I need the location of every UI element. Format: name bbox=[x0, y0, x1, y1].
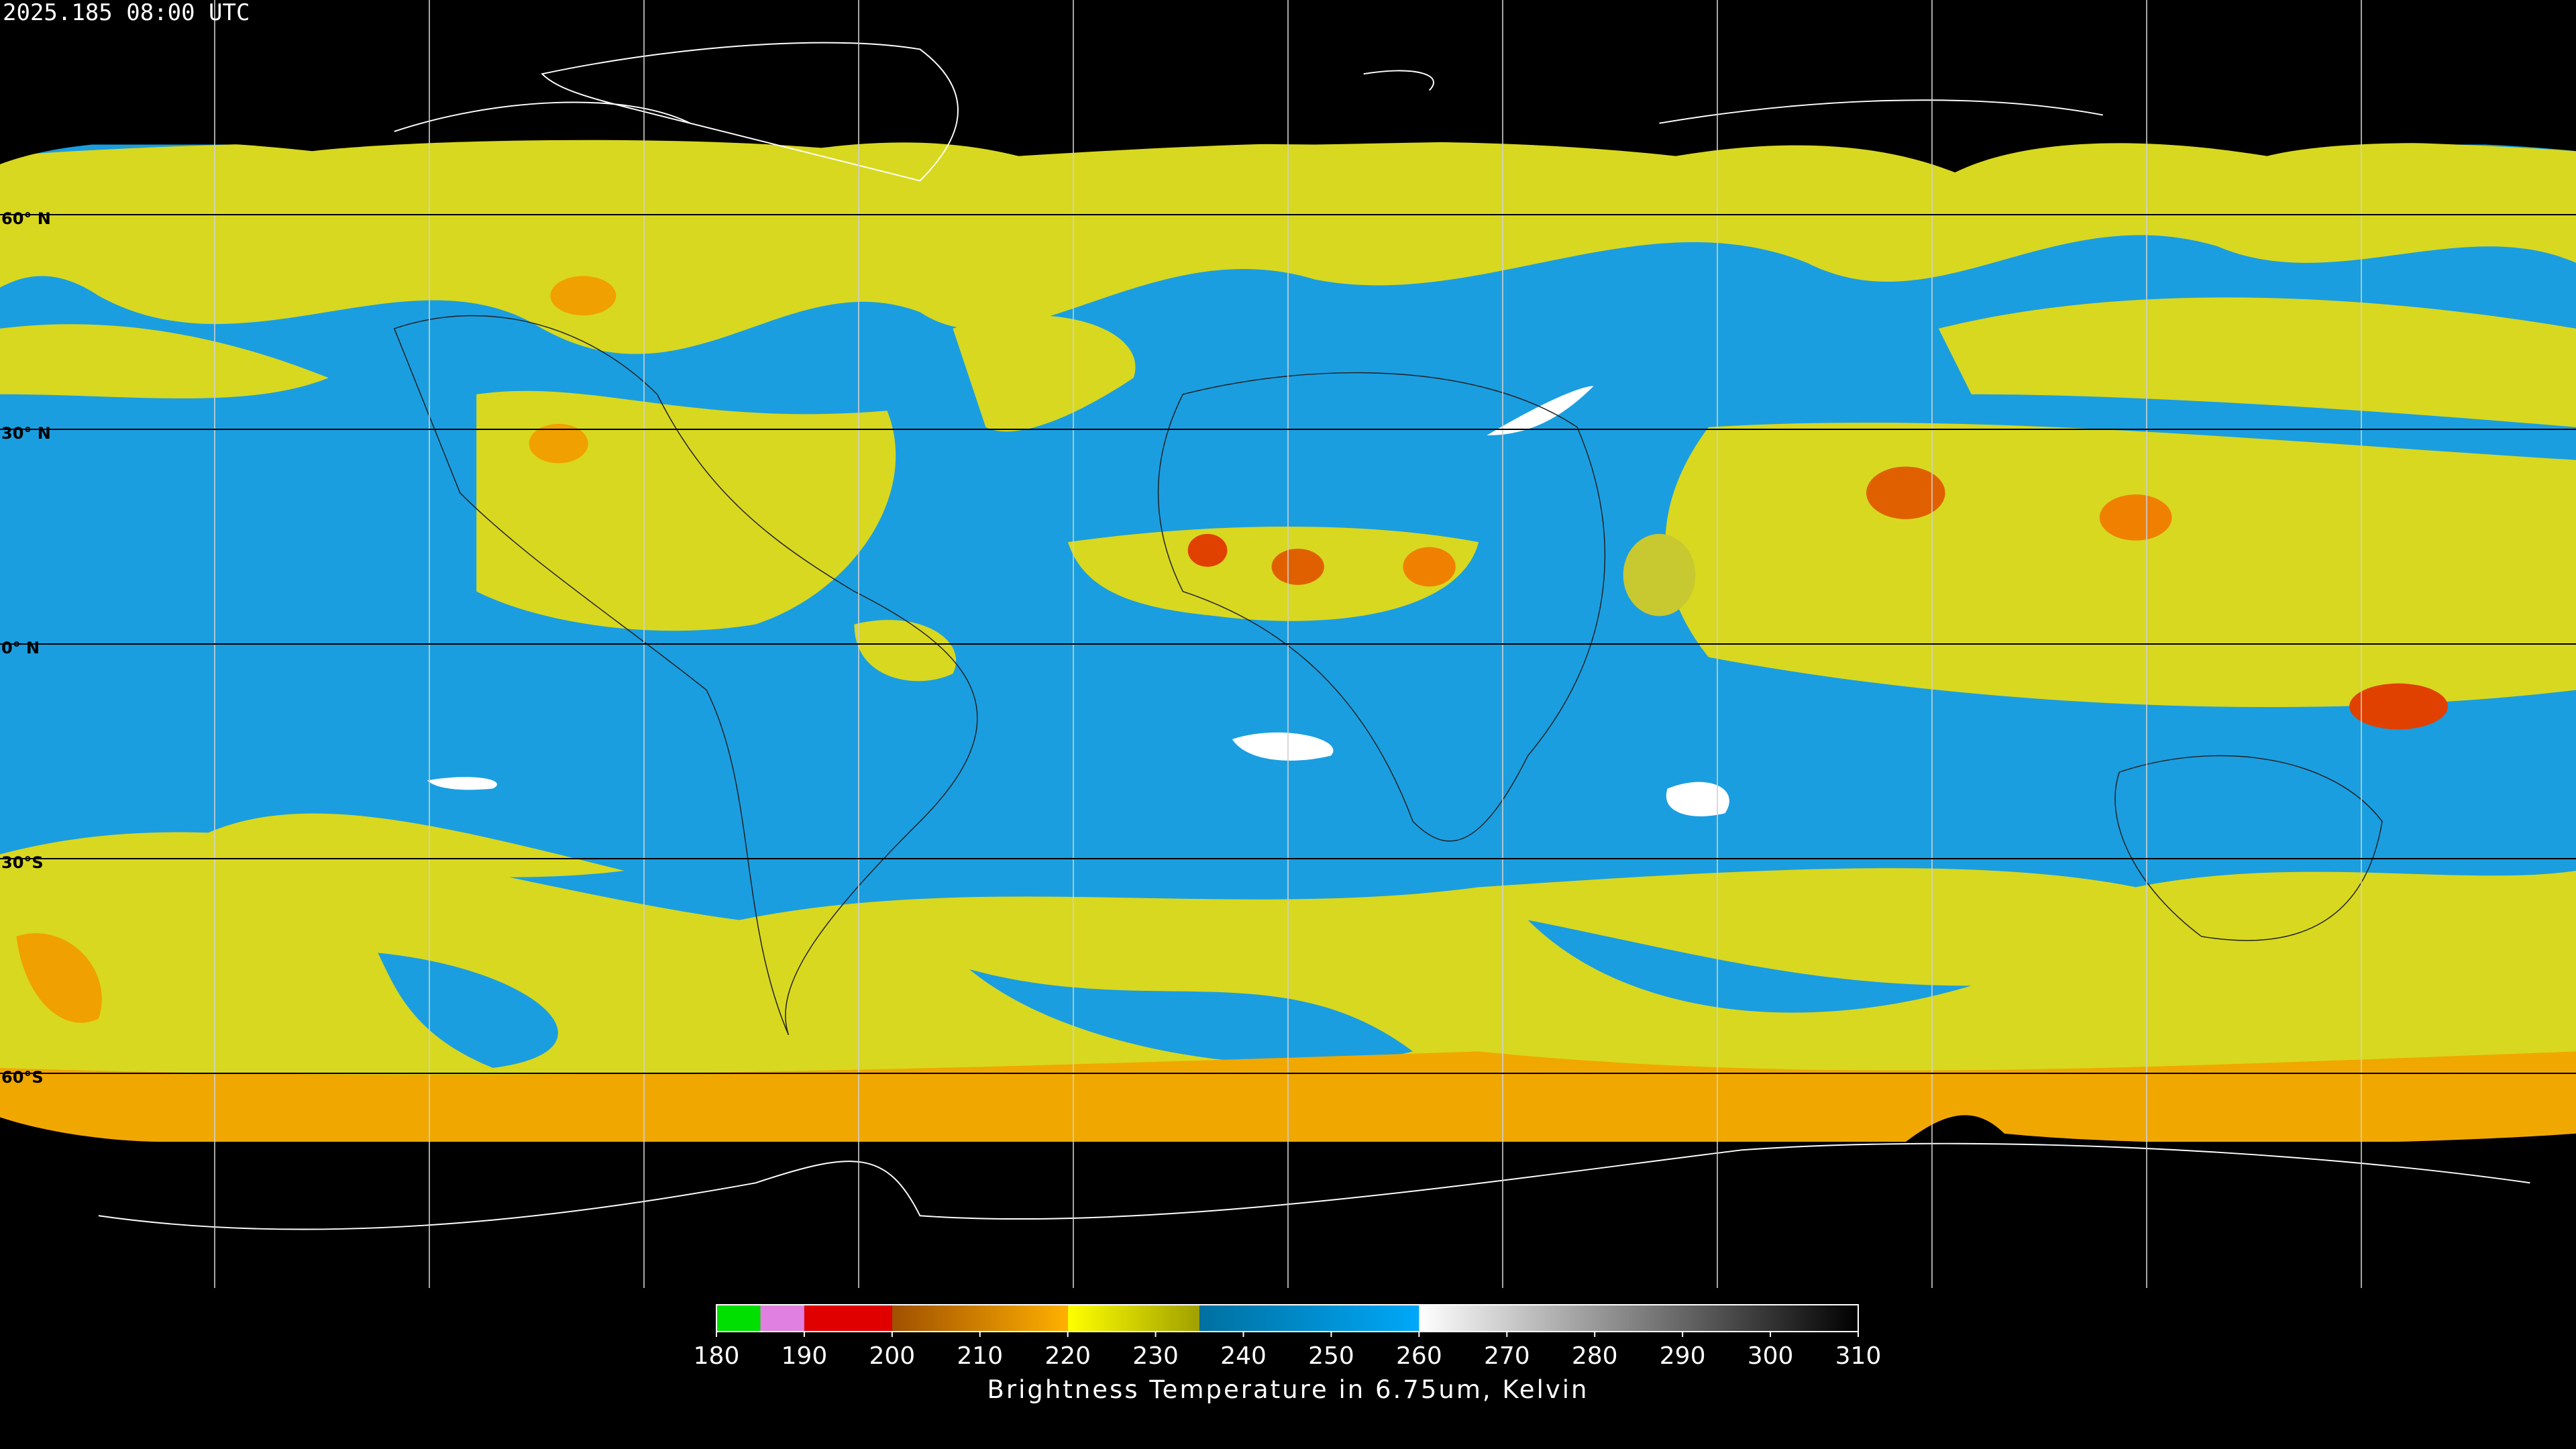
antarctic-coast bbox=[98, 1142, 2530, 1230]
cloud bbox=[16, 933, 102, 1023]
cloud bbox=[1623, 533, 1696, 616]
colorbar: 180 190 200 210 220 230 240 250 260 270 280 290 300 3… bbox=[694, 1304, 1882, 1370]
continent-outlines bbox=[393, 315, 2383, 1036]
cloud bbox=[953, 315, 1136, 432]
colorbar-segment bbox=[1419, 1305, 1858, 1332]
convective-cell bbox=[1271, 548, 1324, 585]
colorbar-frame bbox=[716, 1304, 1859, 1332]
colorbar-segment bbox=[1199, 1305, 1419, 1332]
colorbar-tick-label: 300 bbox=[1748, 1342, 1794, 1370]
colorbar-segment bbox=[804, 1305, 892, 1332]
timestamp-title: 2025.185 08:00 UTC bbox=[3, 0, 250, 26]
latitude-label: 30° N bbox=[1, 424, 51, 443]
tropical-cloud-field bbox=[1665, 423, 2576, 708]
colorbar-tick-label: 240 bbox=[1220, 1342, 1267, 1370]
graticule: 60° N 30° N 0° N 30°S 60°S bbox=[0, 0, 2576, 1288]
arctic-coast bbox=[394, 70, 2103, 132]
convective-cell bbox=[2099, 494, 2172, 541]
colorbar-tick-label: 280 bbox=[1572, 1342, 1618, 1370]
colorbar-segment bbox=[1067, 1305, 1200, 1332]
convective-cell bbox=[1866, 466, 1945, 519]
colorbar-tick-label: 250 bbox=[1308, 1342, 1354, 1370]
americas-outline bbox=[393, 315, 978, 1036]
colorbar-segment bbox=[716, 1305, 761, 1332]
convective-cell bbox=[1403, 547, 1456, 587]
convective-cell bbox=[2349, 683, 2449, 730]
colorbar-tick-label: 270 bbox=[1484, 1342, 1530, 1370]
convective-cell bbox=[529, 423, 588, 464]
tropical-cloud-field bbox=[1067, 526, 1479, 621]
convective-cell bbox=[550, 276, 616, 316]
latitude-label: 30°S bbox=[1, 853, 44, 872]
colorbar-segment bbox=[892, 1305, 1068, 1332]
australia-outline bbox=[2114, 755, 2383, 941]
convective-cell bbox=[1187, 533, 1228, 567]
colorbar-tick-label: 260 bbox=[1396, 1342, 1442, 1370]
cloud bbox=[0, 324, 329, 398]
latitude-label: 60°S bbox=[1, 1068, 44, 1087]
colorbar-segment bbox=[760, 1305, 804, 1332]
colorbar-tick-label: 290 bbox=[1660, 1342, 1706, 1370]
dry-slot bbox=[378, 920, 1972, 1068]
colorbar-tick-label: 210 bbox=[957, 1342, 1003, 1370]
coastlines bbox=[98, 42, 2530, 1230]
colorbar-tick-label: 230 bbox=[1132, 1342, 1179, 1370]
colorbar-tick-label: 220 bbox=[1044, 1342, 1091, 1370]
latitude-label: 60° N bbox=[1, 209, 51, 228]
cloud bbox=[1938, 297, 2576, 427]
colorbar-caption: Brightness Temperature in 6.75um, Kelvin bbox=[987, 1375, 1589, 1404]
colorbar-tick-label: 180 bbox=[694, 1342, 740, 1370]
colorbar-tick-label: 200 bbox=[869, 1342, 915, 1370]
colorbar-tick-label: 190 bbox=[782, 1342, 828, 1370]
cloud bbox=[197, 813, 625, 877]
cloud bbox=[854, 620, 957, 682]
colorbar-tick-label: 310 bbox=[1835, 1342, 1882, 1370]
africa-outline bbox=[1157, 372, 1606, 842]
latitude-label: 0° N bbox=[1, 639, 40, 657]
